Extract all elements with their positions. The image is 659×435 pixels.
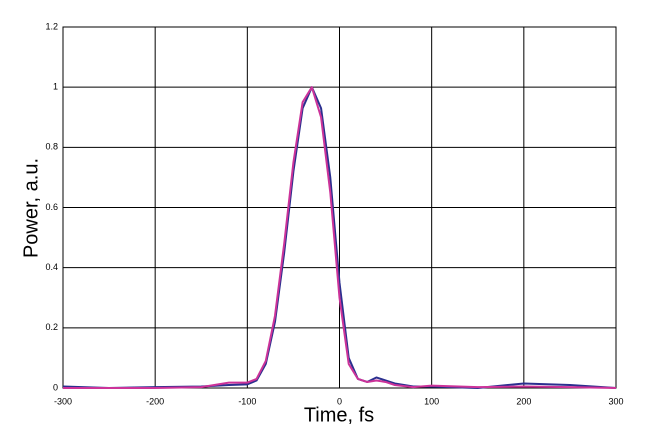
x-tick-label: -100	[238, 396, 256, 406]
x-tick-label: 0	[337, 396, 342, 406]
y-tick-label: 0.4	[45, 262, 58, 272]
y-tick-label: 0.6	[45, 202, 58, 212]
y-tick-label: 1.2	[45, 21, 58, 31]
y-tick-label: 0.2	[45, 322, 58, 332]
x-tick-label: -200	[146, 396, 164, 406]
x-tick-label: 300	[608, 396, 623, 406]
y-tick-label: 0	[53, 382, 58, 392]
x-tick-label: 100	[424, 396, 439, 406]
plot-frame	[62, 26, 617, 389]
x-tick-label: 200	[516, 396, 531, 406]
x-tick-label: -300	[54, 396, 72, 406]
data-line	[63, 86, 617, 389]
y-tick-label: 0.8	[45, 142, 58, 152]
y-tick-label: 1	[53, 82, 58, 92]
x-axis-title: Time, fs	[304, 404, 374, 426]
y-axis-title: Power, a.u.	[20, 158, 42, 258]
